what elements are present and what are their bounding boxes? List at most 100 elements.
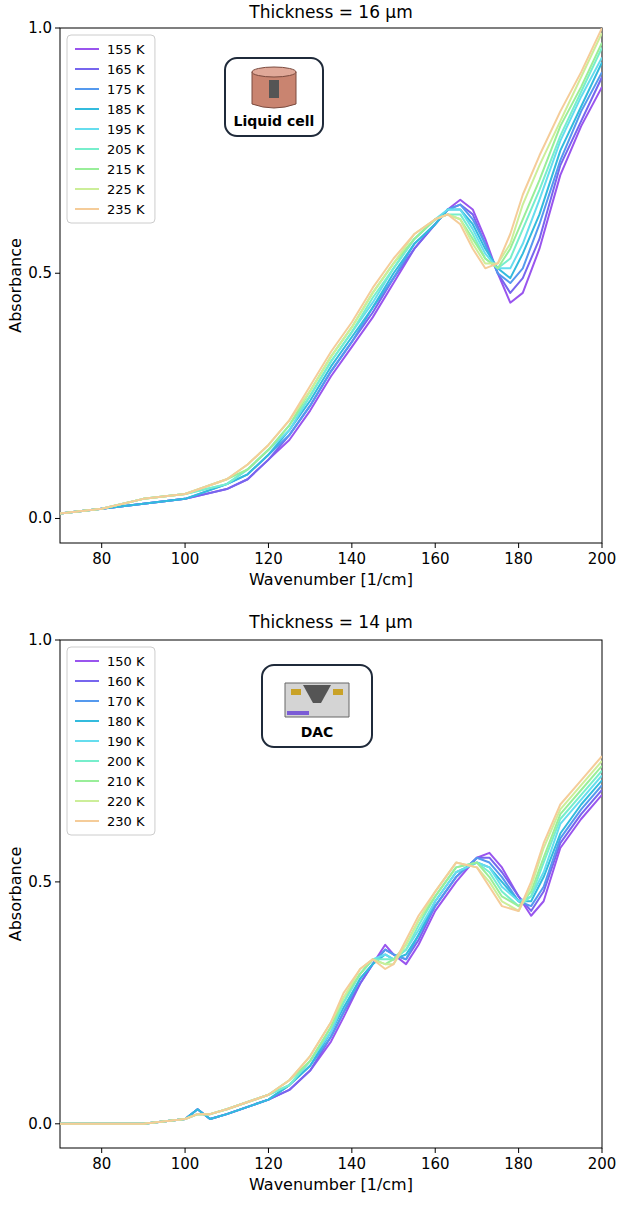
inset: DAC xyxy=(262,665,372,747)
y-tick xyxy=(55,518,60,519)
icon xyxy=(303,685,331,703)
y-tick-label: 0.0 xyxy=(28,1115,52,1133)
legend-label: 185 K xyxy=(107,102,145,117)
y-tick-label: 1.0 xyxy=(28,631,52,649)
legend-label: 220 K xyxy=(107,794,145,809)
legend-swatch xyxy=(75,188,99,190)
panel: Thickness = 16 µm 80 100 120 140 160 180 200 0.0… xyxy=(6,2,617,589)
x-tick xyxy=(602,543,603,548)
y-axis-title: Absorbance xyxy=(6,847,25,942)
x-tick-label: 200 xyxy=(588,550,617,568)
icon xyxy=(291,689,301,695)
x-tick xyxy=(268,1148,269,1153)
x-tick xyxy=(351,1148,352,1153)
legend-label: 180 K xyxy=(107,714,145,729)
icon xyxy=(252,67,296,77)
x-tick-label: 200 xyxy=(588,1155,617,1173)
series-line xyxy=(60,28,602,514)
x-tick xyxy=(101,1148,102,1153)
x-tick xyxy=(101,543,102,548)
plot-frame xyxy=(60,28,602,543)
series-line xyxy=(60,795,602,1124)
title: Thickness = 14 µm xyxy=(248,612,412,632)
legend-swatch xyxy=(75,208,99,210)
x-tick-label: 80 xyxy=(92,1155,111,1173)
x-tick-label: 120 xyxy=(254,1155,283,1173)
y-tick xyxy=(55,640,60,641)
y-tick-label: 0.5 xyxy=(28,873,52,891)
x-tick-label: 140 xyxy=(338,550,367,568)
legend-label: 235 K xyxy=(107,202,145,217)
legend: 155 K165 K175 K185 K195 K205 K215 K225 K… xyxy=(67,35,155,223)
x-tick xyxy=(268,543,269,548)
legend-label: 150 K xyxy=(107,654,145,669)
x-tick-label: 140 xyxy=(338,1155,367,1173)
x-tick-label: 160 xyxy=(421,1155,450,1173)
legend-label: 190 K xyxy=(107,734,145,749)
legend-swatch xyxy=(75,800,99,802)
series-line xyxy=(60,33,602,514)
legend-swatch xyxy=(75,700,99,702)
legend-swatch xyxy=(75,108,99,110)
series-line xyxy=(60,77,602,514)
icon xyxy=(269,80,279,98)
y-axis-title: Absorbance xyxy=(6,238,25,333)
legend-label: 200 K xyxy=(107,754,145,769)
legend-label: 155 K xyxy=(107,42,145,57)
x-tick xyxy=(518,1148,519,1153)
x-tick-label: 120 xyxy=(254,550,283,568)
legend-swatch xyxy=(75,820,99,822)
x-tick-label: 100 xyxy=(171,1155,200,1173)
title: Thickness = 16 µm xyxy=(248,2,412,22)
legend-swatch xyxy=(75,680,99,682)
legend-swatch xyxy=(75,168,99,170)
plot-frame xyxy=(60,640,602,1148)
legend-swatch xyxy=(75,48,99,50)
legend-label: 160 K xyxy=(107,674,145,689)
legend-swatch xyxy=(75,148,99,150)
y-tick-label: 0.5 xyxy=(28,264,52,282)
series-line xyxy=(60,790,602,1124)
x-axis-title: Wavenumber [1/cm] xyxy=(249,1175,413,1194)
legend-swatch xyxy=(75,68,99,70)
figure: Thickness = 16 µm 80 100 120 140 160 180 200 0.0… xyxy=(0,0,640,1209)
legend-swatch xyxy=(75,660,99,662)
icon xyxy=(333,689,343,695)
series-line xyxy=(60,766,602,1124)
legend-label: 170 K xyxy=(107,694,145,709)
y-tick xyxy=(55,1123,60,1124)
series-line xyxy=(60,43,602,514)
series-line xyxy=(60,761,602,1124)
legend-label: 215 K xyxy=(107,162,145,177)
x-tick-label: 100 xyxy=(171,550,200,568)
panel: Thickness = 14 µm 80 100 120 140 160 180 200 0.0… xyxy=(6,612,617,1194)
icon xyxy=(285,683,349,717)
x-tick-label: 160 xyxy=(421,550,450,568)
y-tick xyxy=(55,273,60,274)
series-line xyxy=(60,62,602,513)
legend-box xyxy=(67,647,155,835)
y-tick-label: 0.0 xyxy=(28,509,52,527)
lines xyxy=(60,28,602,514)
series-line xyxy=(60,785,602,1124)
y-tick xyxy=(55,28,60,29)
series-line xyxy=(60,775,602,1123)
inset-box xyxy=(225,58,323,136)
x-tick xyxy=(351,543,352,548)
legend-swatch xyxy=(75,760,99,762)
legend-label: 205 K xyxy=(107,142,145,157)
y-tick-label: 1.0 xyxy=(28,19,52,37)
legend-label: 165 K xyxy=(107,62,145,77)
legend-swatch xyxy=(75,780,99,782)
x-tick-label: 180 xyxy=(504,1155,533,1173)
series-line xyxy=(60,57,602,513)
legend-box xyxy=(67,35,155,223)
icon xyxy=(287,711,309,715)
x-tick xyxy=(435,543,436,548)
x-tick xyxy=(435,1148,436,1153)
legend-label: 230 K xyxy=(107,814,145,829)
legend-swatch xyxy=(75,720,99,722)
x-tick-label: 80 xyxy=(92,550,111,568)
x-tick-label: 180 xyxy=(504,550,533,568)
legend-label: 195 K xyxy=(107,122,145,137)
